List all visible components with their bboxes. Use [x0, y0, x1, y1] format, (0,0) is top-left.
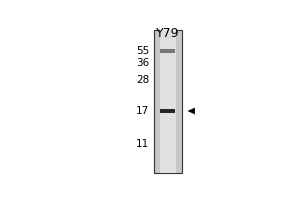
Text: 17: 17	[136, 106, 149, 116]
Text: 55: 55	[136, 46, 149, 56]
Bar	[154, 30, 182, 173]
Text: 28: 28	[136, 75, 149, 85]
Text: Y79: Y79	[156, 27, 179, 40]
Polygon shape	[188, 108, 195, 114]
Bar	[160, 109, 175, 113]
Bar	[160, 49, 175, 53]
Text: 11: 11	[136, 139, 149, 149]
Bar	[160, 30, 176, 173]
Text: 36: 36	[136, 58, 149, 68]
